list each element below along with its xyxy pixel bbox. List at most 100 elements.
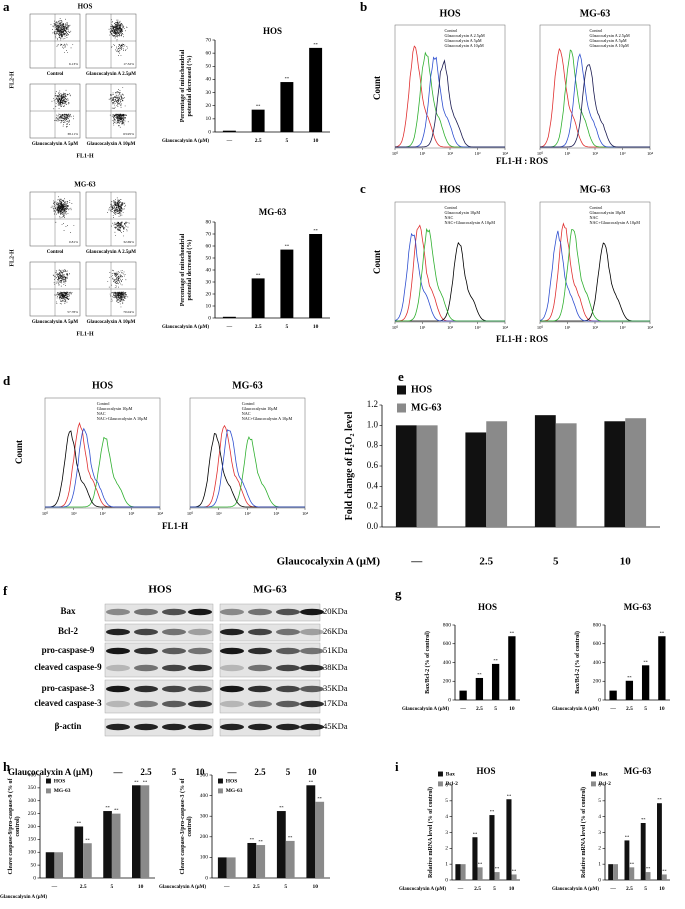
significance-mark: **	[657, 797, 662, 802]
quadrant-percent: 6.13%	[69, 62, 78, 66]
legend-swatch	[591, 781, 596, 787]
bar	[74, 826, 84, 878]
histogram-legend: Glaucocalyxin 10μM	[445, 210, 481, 215]
significance-mark: **	[510, 630, 515, 635]
y-tick-label: 60	[206, 50, 212, 56]
bar	[251, 278, 265, 318]
blot-band	[188, 685, 212, 693]
histogram-legend: Control	[590, 28, 604, 33]
histogram-curve	[395, 227, 505, 322]
histogram-title: HOS	[439, 8, 461, 19]
histogram-legend: Glaucocalyxin A 5μM	[445, 38, 482, 43]
bar	[285, 840, 295, 878]
bar	[54, 852, 63, 878]
significance-mark: **	[85, 837, 90, 842]
y-tick-label: 400	[443, 660, 452, 666]
blot-band	[134, 608, 158, 616]
blot-dose: 2.5	[254, 767, 266, 777]
scatter-label: Glaucocalyxin A 10μM	[87, 142, 136, 147]
legend-label: Bax	[446, 771, 455, 777]
y-tick-label: 1	[445, 861, 448, 867]
y-tick-label: 2	[598, 846, 601, 852]
scatter-x-axis: FL1-H	[76, 331, 94, 337]
bar	[45, 852, 55, 878]
bar	[111, 813, 121, 878]
histogram-tick-label: 10⁰	[42, 511, 49, 516]
histogram-tick-label: 10³	[128, 511, 135, 516]
histogram-tick-label: 10⁰	[537, 325, 544, 330]
y-tick-label: 200	[28, 824, 37, 830]
legend-swatch	[218, 778, 223, 784]
significance-mark: **	[473, 831, 478, 836]
blot-band	[134, 700, 158, 708]
x-tick-label: 10	[313, 324, 319, 330]
bar	[309, 47, 323, 133]
y-axis-label-box: Relative mRNA level (% of control)	[428, 787, 434, 878]
blot-row-label: Bax	[60, 606, 76, 616]
blot-dose: 10	[308, 767, 318, 777]
y-axis-label: Cleave caspase-3/pro-caspase-3 (% of con…	[180, 778, 193, 875]
bar	[140, 785, 150, 878]
histogram-curve	[190, 436, 305, 508]
scatter-label: Glaucocalyxin A 2.5μM	[86, 250, 136, 255]
legend-label: MG-63	[411, 402, 442, 413]
y-tick-label: 20	[206, 103, 212, 109]
significance-mark: **	[250, 837, 255, 842]
scatter-title: HOS	[78, 3, 93, 11]
blot-band	[300, 685, 324, 693]
y-tick-label: 800	[593, 622, 602, 628]
histogram-legend: Control	[97, 401, 111, 406]
bar	[657, 803, 662, 880]
histogram-tick-label: 10²	[245, 511, 252, 516]
significance-mark: **	[285, 76, 290, 81]
x-tick-label: 2.5	[255, 324, 262, 330]
histogram-curve	[394, 45, 505, 148]
blot-size: 20KDa	[323, 606, 348, 616]
chart-title: MG-63	[624, 602, 652, 612]
histogram-tick-label: 10³	[475, 325, 482, 330]
y-tick-label: 800	[443, 622, 452, 628]
blot-row-label: pro-caspase-3	[42, 683, 95, 693]
blot-band	[188, 723, 212, 731]
scatter-label: Glaucocalyxin A 5μM	[32, 142, 78, 147]
bar	[280, 82, 294, 132]
significance-mark: **	[143, 779, 148, 784]
x-tick-label: —	[609, 886, 616, 892]
y-tick-label: 0.8	[367, 440, 379, 450]
panel-letter: d	[3, 373, 11, 388]
histogram-y-axis: Count	[372, 76, 382, 100]
x-tick-label: —	[609, 706, 616, 712]
blot-band	[134, 628, 158, 636]
significance-mark: **	[493, 658, 498, 663]
blot-band	[276, 647, 300, 655]
x-tick-label: —	[51, 884, 58, 890]
y-tick-label: 10	[206, 303, 212, 309]
histogram-tick-label: 10²	[100, 511, 107, 516]
significance-mark: **	[512, 868, 517, 873]
y-tick-label: 600	[443, 641, 452, 647]
significance-mark: **	[641, 817, 646, 822]
quadrant-percent: 57.78%	[67, 310, 78, 314]
blot-size: 45KDa	[323, 721, 348, 731]
y-axis-label: Bax/Bcl-2 (% of control)	[574, 631, 581, 694]
scatter-dots	[107, 197, 130, 237]
x-axis-label: Glaucocalyxin A (μM)	[552, 707, 599, 712]
y-tick-label: 0.0	[367, 521, 379, 531]
blot-band	[188, 628, 212, 636]
x-tick-label: 10	[509, 886, 515, 892]
blot-band	[106, 723, 130, 731]
blot-band	[248, 723, 272, 731]
scatter-dots	[51, 89, 74, 128]
scatter-dots	[108, 87, 129, 128]
y-tick-label: 0	[205, 875, 208, 881]
histogram-tick-label: 10²	[447, 151, 454, 156]
blot-size: 26KDa	[323, 626, 348, 636]
y-tick-label: 4	[598, 814, 601, 820]
blot-group: MG-63	[253, 584, 287, 596]
histogram-title: HOS	[92, 380, 114, 391]
x-tick-label: 2.5	[476, 706, 483, 712]
quadrant-percent: 32.69%	[123, 240, 134, 244]
scatter-x-axis: FL1-H	[76, 153, 94, 159]
bar	[641, 665, 650, 700]
x-tick-label: 2.5	[626, 706, 633, 712]
